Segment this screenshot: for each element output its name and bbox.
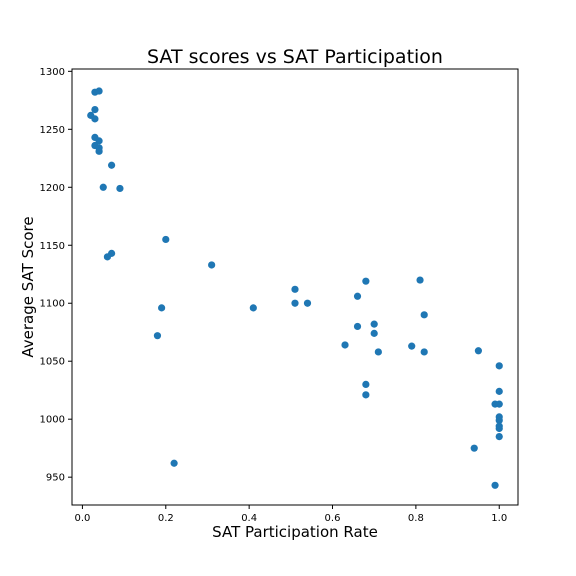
data-point	[495, 416, 503, 424]
data-point	[470, 444, 478, 452]
data-point	[362, 277, 370, 285]
data-point	[495, 432, 503, 441]
data-point	[103, 253, 112, 261]
data-point	[416, 276, 424, 284]
y-tick-label: 1200	[40, 183, 65, 194]
y-tick-label: 1150	[40, 241, 65, 252]
data-point	[208, 261, 216, 269]
data-point	[495, 362, 503, 370]
data-point	[353, 322, 362, 331]
x-tick-label: 0.8	[408, 513, 424, 524]
data-point	[495, 387, 503, 395]
y-tick-label: 1050	[40, 357, 65, 368]
x-tick-label: 0.0	[74, 513, 90, 524]
data-point	[91, 105, 99, 114]
x-tick-label: 1.0	[491, 513, 507, 524]
data-point	[91, 115, 99, 123]
y-tick-label: 950	[46, 473, 65, 484]
y-axis-label: Average SAT Score	[19, 216, 37, 357]
data-point	[153, 332, 162, 340]
data-point	[491, 481, 499, 489]
data-point	[95, 137, 103, 145]
data-point	[408, 342, 416, 350]
data-point	[370, 320, 378, 328]
data-point	[291, 285, 299, 293]
x-tick-label: 0.4	[241, 513, 257, 524]
x-axis-label: SAT Participation Rate	[212, 523, 378, 541]
data-point	[170, 459, 178, 467]
data-point	[158, 304, 166, 312]
y-tick-label: 1000	[40, 415, 65, 426]
x-tick-label: 0.2	[158, 513, 174, 524]
data-point	[370, 329, 378, 337]
y-tick-label: 1300	[40, 67, 65, 78]
data-point	[249, 304, 257, 312]
data-point	[162, 235, 170, 244]
data-point	[420, 348, 428, 356]
data-point	[495, 400, 503, 408]
data-point	[291, 299, 299, 307]
data-point	[362, 380, 370, 388]
data-point	[341, 341, 349, 349]
plot-frame	[71, 68, 519, 506]
data-point	[95, 147, 103, 155]
y-tick-label: 1100	[40, 299, 65, 310]
data-point	[95, 87, 103, 95]
data-point	[374, 348, 382, 356]
plot-area: 0.0 0.2 0.4 0.6 0.8 1.0 950 1000 1050 1100 1150 120…	[40, 67, 519, 524]
y-tick-label: 1250	[40, 125, 65, 136]
data-point	[474, 347, 482, 355]
chart-title: SAT scores vs SAT Participation	[147, 46, 443, 68]
data-point	[99, 183, 107, 191]
x-tick-label: 0.6	[325, 513, 341, 524]
data-point	[108, 161, 116, 169]
data-point	[495, 424, 503, 433]
data-point	[116, 184, 124, 193]
data-point	[353, 292, 362, 300]
data-point	[362, 391, 370, 399]
data-point	[303, 299, 312, 307]
data-point	[420, 311, 428, 319]
